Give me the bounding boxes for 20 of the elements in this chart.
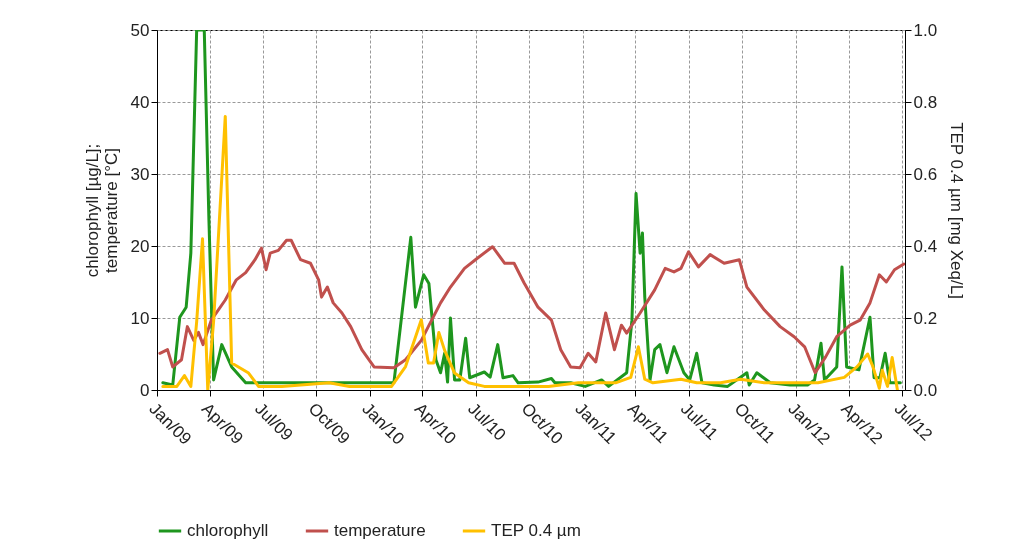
legend-label: chlorophyll (187, 521, 269, 540)
line-series (161, 30, 902, 388)
y2-tick-label: 1.0 (913, 20, 938, 40)
y2-tick-label: 0.0 (913, 380, 938, 400)
line-series (161, 114, 899, 390)
y-axis-title: chlorophyll [µg/L]; temperature [°C] (82, 143, 121, 278)
y-tick-label: 40 (130, 92, 150, 112)
legend-label: TEP 0.4 µm (491, 521, 581, 540)
y-tick-label: 30 (130, 164, 150, 184)
line-series (158, 238, 905, 375)
y-tick-label: 10 (130, 308, 150, 328)
legend-label: temperature (334, 521, 426, 540)
y2-tick-label: 0.8 (913, 92, 938, 112)
y-tick-label: 20 (130, 236, 150, 256)
y2-axis-title: TEP 0.4 µm [mg Xeq/L] (947, 122, 967, 299)
y2-tick-label: 0.4 (913, 236, 938, 256)
y2-tick-label: 0.2 (913, 308, 938, 328)
y-tick-label: 0 (140, 380, 150, 400)
y2-tick-label: 0.6 (913, 164, 938, 184)
y-tick-label: 50 (130, 20, 150, 40)
